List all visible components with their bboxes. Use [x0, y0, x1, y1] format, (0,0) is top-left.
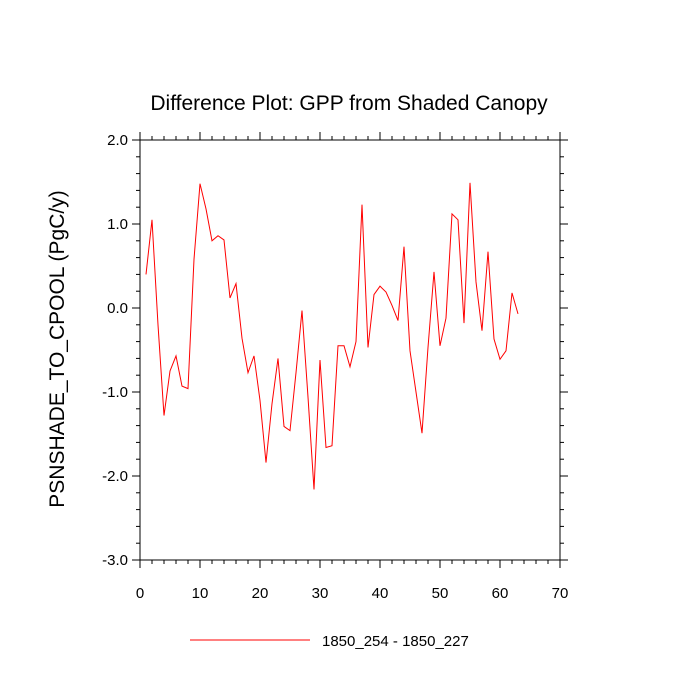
- y-tick-label: -3.0: [102, 552, 128, 569]
- axis-tick-labels: 0 10 20 30 40 50 60 70 -3.0 -2.0 -1.0 0.0 1.0 2.0: [102, 132, 568, 602]
- x-tick-label: 50: [432, 585, 449, 602]
- series-line: [145, 182, 519, 490]
- y-tick-label: 2.0: [107, 132, 128, 149]
- series-layer: [145, 182, 519, 490]
- x-tick-label: 20: [252, 585, 269, 602]
- axis-ticks: [132, 132, 568, 568]
- x-tick-label: 30: [312, 585, 329, 602]
- y-tick-label: -2.0: [102, 468, 128, 485]
- legend: 1850_254 - 1850_227: [190, 633, 469, 650]
- chart-title: Difference Plot: GPP from Shaded Canopy: [150, 92, 548, 115]
- legend-label: 1850_254 - 1850_227: [322, 633, 469, 650]
- x-tick-label: 60: [492, 585, 509, 602]
- y-tick-label: 0.0: [107, 300, 128, 317]
- y-tick-label: -1.0: [102, 384, 128, 401]
- plot-frame: [139, 139, 561, 561]
- x-tick-label: 70: [552, 585, 569, 602]
- x-tick-label: 0: [136, 585, 144, 602]
- x-tick-label: 10: [192, 585, 209, 602]
- x-tick-label: 40: [372, 585, 389, 602]
- y-axis-label: PSNSHADE_TO_CPOOL (PgC/y): [46, 190, 69, 507]
- y-tick-label: 1.0: [107, 216, 128, 233]
